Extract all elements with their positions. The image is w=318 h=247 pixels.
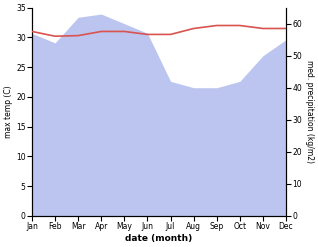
X-axis label: date (month): date (month) [125, 234, 193, 243]
Y-axis label: max temp (C): max temp (C) [4, 85, 13, 138]
Y-axis label: med. precipitation (kg/m2): med. precipitation (kg/m2) [305, 60, 314, 163]
